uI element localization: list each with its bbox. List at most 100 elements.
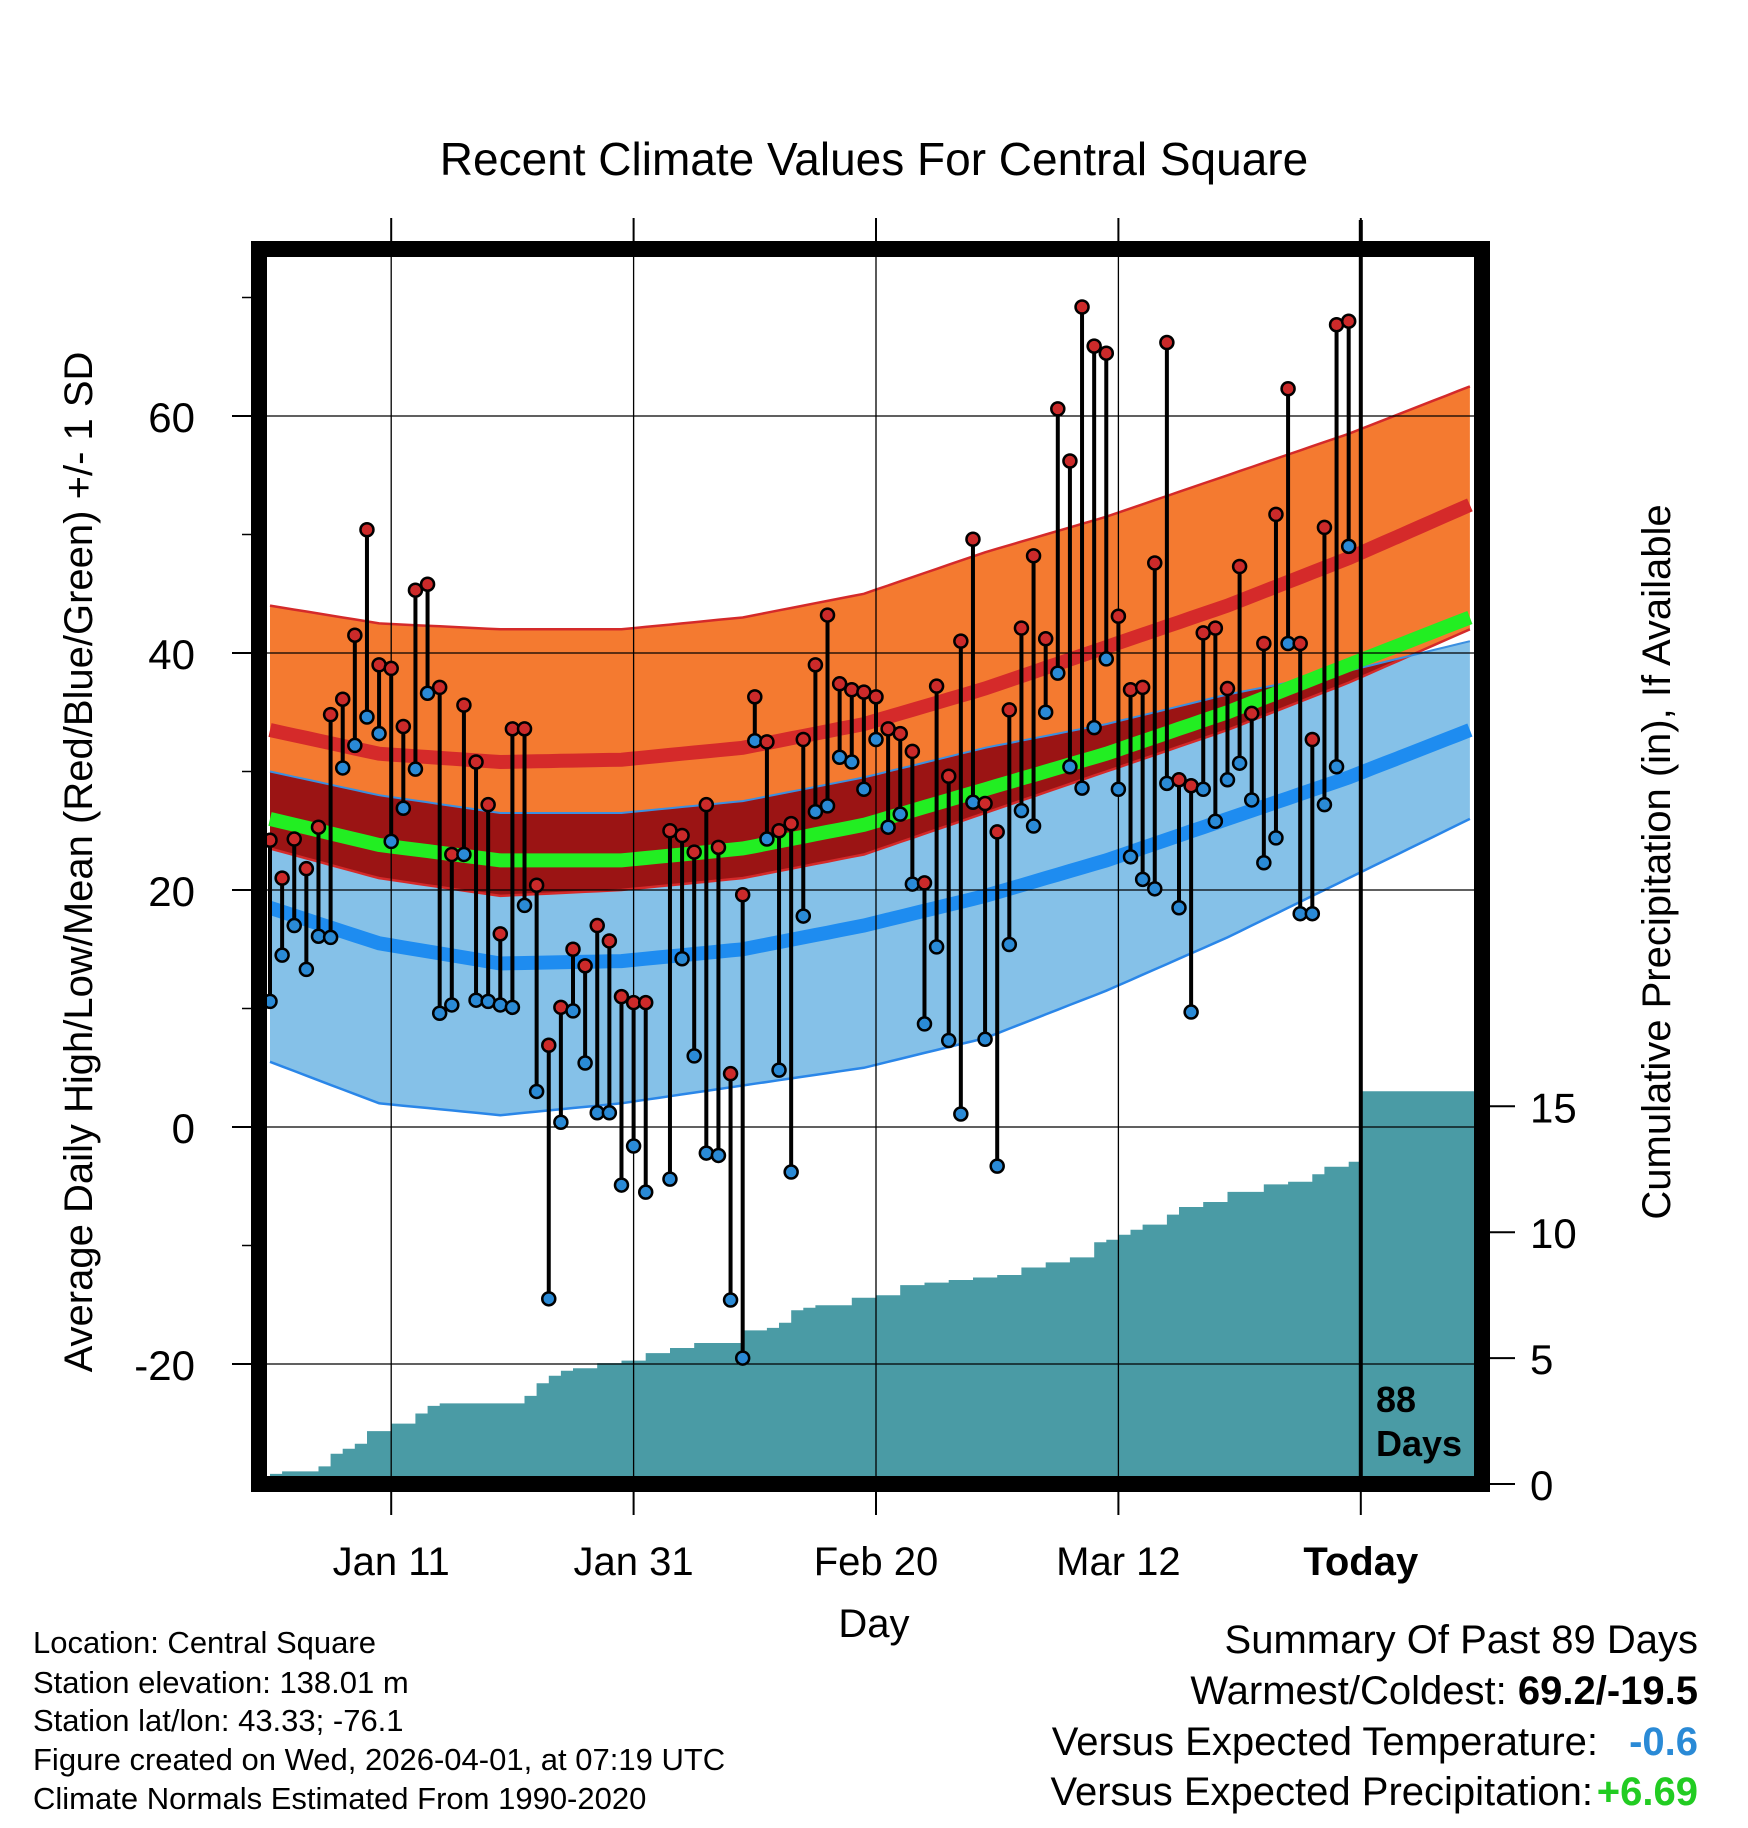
low-point	[334, 760, 351, 776]
low-point	[395, 800, 412, 816]
high-point	[1316, 519, 1333, 536]
high-point	[844, 681, 860, 698]
today-count-unit: Days	[1376, 1423, 1462, 1464]
high-point	[1292, 635, 1308, 652]
low-point	[856, 781, 872, 798]
summary-warmest: Warmest/Coldest: 69.2/-19.5	[1190, 1669, 1698, 1714]
high-point	[456, 697, 472, 713]
low-point	[1195, 781, 1211, 798]
high-point	[953, 633, 969, 649]
low-point	[1316, 796, 1333, 813]
low-point	[1098, 651, 1115, 667]
x-axis-label: Day	[838, 1602, 909, 1646]
low-point	[274, 947, 290, 963]
low-point	[1074, 780, 1090, 796]
high-point	[831, 676, 848, 692]
low-point	[1001, 936, 1018, 953]
high-point	[1219, 680, 1236, 697]
high-point	[347, 627, 363, 643]
high-point	[1159, 334, 1175, 351]
low-point	[359, 709, 375, 725]
low-point	[989, 1158, 1005, 1174]
high-point	[1340, 313, 1357, 329]
high-point	[541, 1037, 557, 1053]
low-point	[1110, 781, 1127, 798]
high-point	[383, 660, 399, 677]
low-point	[1219, 772, 1236, 788]
high-point	[395, 718, 412, 735]
low-point	[613, 1177, 630, 1193]
high-point	[1025, 548, 1042, 564]
high-point	[298, 860, 315, 877]
axes: -20 0 20 40 60 0 5 10 15 Jan 11 Jan 31 Feb 20 Mar 12…	[134, 218, 1577, 1584]
info-elevation: Station elevation: 138.01 m	[33, 1665, 409, 1700]
high-point	[565, 941, 581, 957]
high-point	[1001, 702, 1018, 718]
low-point	[444, 997, 460, 1013]
y-tick-label: 60	[148, 394, 195, 441]
low-point	[892, 806, 908, 822]
band-overlap	[270, 641, 1470, 896]
x-tick-label: Jan 31	[574, 1540, 694, 1584]
low-point	[1134, 871, 1151, 888]
y-tick-label: 20	[148, 868, 195, 915]
low-point	[565, 1003, 581, 1019]
high-point	[1304, 731, 1321, 748]
low-point	[407, 761, 424, 777]
low-upper-line	[269, 640, 1471, 814]
low-point	[1013, 802, 1030, 819]
high-point	[977, 795, 993, 812]
high-point	[928, 678, 945, 694]
high-point	[589, 917, 605, 934]
low-point	[625, 1138, 642, 1154]
high-point	[286, 831, 302, 847]
high-point	[322, 706, 339, 723]
y2-tick-label: 0	[1530, 1462, 1553, 1509]
low-point	[492, 997, 509, 1013]
high-point	[1134, 679, 1151, 696]
x-tick-label: Jan 11	[333, 1540, 450, 1584]
x-tick-label: Feb 20	[814, 1540, 939, 1584]
y2-tick-label: 15	[1530, 1084, 1577, 1131]
high-point	[334, 691, 351, 707]
high-point	[1062, 453, 1078, 469]
high-point	[1256, 635, 1272, 652]
low-point	[371, 725, 387, 742]
high-point	[359, 522, 375, 538]
high-point	[1086, 338, 1102, 354]
low-point	[710, 1147, 727, 1164]
info-normals: Climate Normals Estimated From 1990-2020	[33, 1781, 647, 1816]
high-point	[940, 768, 957, 784]
low-point	[504, 999, 521, 1016]
y-tick-label: -20	[134, 1342, 195, 1389]
high-point	[1037, 631, 1054, 647]
low-point	[686, 1048, 702, 1064]
high-point	[601, 933, 618, 949]
high-point	[480, 796, 496, 813]
info-location: Location: Central Square	[33, 1625, 376, 1660]
info-created: Figure created on Wed, 2026-04-01, at 07…	[33, 1742, 726, 1777]
low-point	[383, 833, 399, 850]
summary-warmest-label: Warmest/Coldest:	[1190, 1669, 1518, 1713]
low-point	[1328, 759, 1345, 775]
low-point	[844, 754, 860, 770]
high-point	[965, 531, 981, 547]
high-point	[819, 607, 836, 623]
summary-temp-label: Versus Expected Temperature:	[1051, 1720, 1598, 1764]
low-point	[528, 1083, 545, 1100]
low-point	[953, 1106, 969, 1122]
high-point	[1231, 558, 1248, 575]
high-point	[419, 576, 436, 593]
low-point	[977, 1031, 993, 1048]
low-point	[1122, 849, 1139, 865]
high-point	[916, 875, 933, 891]
low-point	[286, 917, 302, 934]
info-latlon: Station lat/lon: 43.33; -76.1	[33, 1703, 404, 1738]
summary-heading: Summary Of Past 89 Days	[1224, 1618, 1698, 1662]
low-point	[940, 1032, 957, 1049]
low-point	[456, 846, 472, 863]
low-point	[541, 1291, 557, 1307]
high-point	[310, 819, 327, 835]
high-point	[528, 877, 545, 894]
high-point	[1050, 401, 1066, 417]
